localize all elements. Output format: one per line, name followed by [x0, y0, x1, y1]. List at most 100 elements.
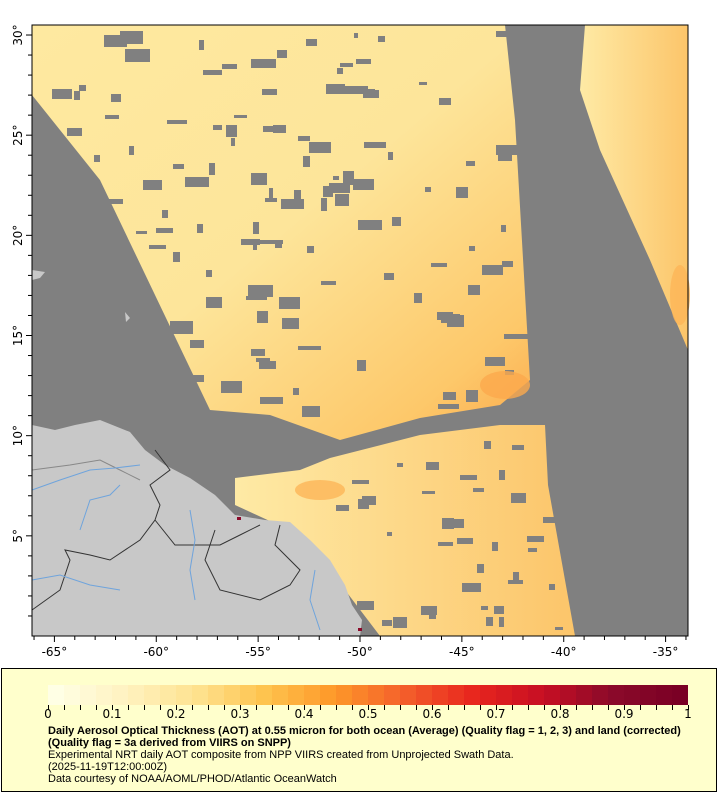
colorbar-tick-label: 0.2 — [166, 707, 186, 721]
cloud-gap — [303, 156, 310, 167]
cloud-gap — [499, 617, 504, 627]
colorbar-tick — [352, 705, 353, 710]
cloud-gap — [246, 296, 267, 300]
colorbar-tick — [672, 705, 673, 710]
cloud-gap — [79, 85, 86, 91]
cloud-gap — [94, 155, 100, 162]
colorbar-tick-label: 0.4 — [294, 707, 314, 721]
cloud-gap — [263, 126, 284, 132]
cloud-gap — [162, 210, 168, 218]
cloud-gap — [527, 536, 544, 542]
cloud-gap — [226, 125, 237, 137]
cloud-gap — [384, 273, 394, 280]
cloud-gap — [253, 239, 257, 250]
colorbar-swatch — [240, 685, 256, 705]
cloud-gap — [335, 194, 349, 206]
cloud-gap — [486, 617, 493, 626]
cloud-gap — [543, 517, 560, 523]
aot-swath-north — [32, 25, 530, 440]
cloud-gap — [253, 222, 259, 234]
colorbar-tick — [224, 705, 225, 710]
cloud-gap — [414, 293, 422, 303]
colorbar-tick — [256, 705, 257, 710]
cloud-gap — [181, 409, 185, 412]
colorbar-swatch — [560, 685, 576, 705]
cloud-gap — [419, 82, 427, 85]
cloud-gap — [549, 584, 555, 590]
cloud-gap — [262, 89, 277, 95]
cloud-gap — [344, 86, 368, 94]
colorbar-tick — [576, 705, 577, 710]
country-border — [31, 459, 141, 481]
cloud-gap — [298, 346, 321, 350]
colorbar-tick — [384, 705, 385, 710]
x-tick-label: -45° — [449, 645, 475, 659]
cloud-gap — [104, 305, 121, 318]
cloud-gap — [251, 59, 276, 68]
colorbar-swatch — [512, 685, 528, 705]
colorbar-swatch — [256, 685, 272, 705]
colorbar-tick — [240, 705, 241, 710]
cloud-gap — [143, 180, 162, 190]
cloud-gap — [294, 190, 301, 202]
cloud-gap — [326, 84, 345, 94]
cloud-gap — [125, 49, 150, 62]
cloud-gap — [397, 463, 403, 467]
cloud-gap — [462, 583, 481, 592]
aot-high-pixel — [237, 517, 241, 520]
y-tick-label: 30° — [11, 24, 25, 45]
colorbar-swatch — [464, 685, 480, 705]
colorbar-tick — [288, 705, 289, 710]
cloud-gap — [512, 445, 524, 450]
cloud-gap — [421, 606, 437, 615]
cloud-gap — [104, 35, 124, 47]
cloud-gap — [460, 475, 477, 480]
cloud-gap — [473, 488, 484, 492]
cloud-gap — [190, 340, 204, 348]
cloud-gap — [329, 183, 350, 193]
cloud-gap — [482, 265, 503, 275]
aot-map: -65° -60° -55° -50° -45° -40° -35° 5° 10° 15° 20°… — [11, 24, 690, 659]
cloud-gap — [122, 332, 139, 341]
colorbar-tick — [464, 705, 465, 710]
colorbar — [48, 685, 688, 705]
colorbar-swatch — [128, 685, 144, 705]
cloud-gap — [282, 318, 299, 329]
cloud-gap — [98, 199, 123, 204]
cloud-gap — [499, 470, 505, 480]
colorbar-tick — [688, 705, 689, 710]
cloud-gap — [354, 33, 358, 38]
cloud-gap — [209, 163, 215, 175]
cloud-gap — [485, 357, 505, 366]
colorbar-swatch — [304, 685, 320, 705]
y-tick-label: 15° — [11, 325, 25, 346]
y-tick-label: 25° — [11, 125, 25, 146]
cloud-gap — [91, 219, 104, 224]
colorbar-swatch — [272, 685, 288, 705]
cloud-gap — [221, 381, 242, 393]
colorbar-swatch — [528, 685, 544, 705]
colorbar-swatch — [192, 685, 208, 705]
cloud-gap — [187, 375, 204, 382]
colorbar-swatch — [48, 685, 64, 705]
cloud-gap — [498, 153, 512, 161]
cloud-gap — [447, 519, 464, 528]
cloud-gap — [260, 397, 283, 404]
colorbar-swatch — [544, 685, 560, 705]
cloud-gap — [275, 243, 282, 248]
cloud-gap — [528, 548, 537, 552]
cloud-gap — [306, 39, 317, 46]
colorbar-swatch — [368, 685, 384, 705]
cloud-gap — [156, 228, 173, 233]
cloud-gap — [265, 198, 277, 202]
cloud-gap — [168, 393, 172, 400]
cloud-gap — [136, 231, 147, 234]
cloud-gap — [392, 217, 401, 226]
colorbar-tick — [528, 705, 529, 710]
cloud-gap — [429, 615, 436, 619]
colorbar-tick — [544, 705, 545, 710]
colorbar-tick — [272, 705, 273, 710]
colorbar-tick — [656, 705, 657, 710]
cloud-gap — [425, 187, 431, 192]
cloud-gap — [457, 538, 473, 544]
